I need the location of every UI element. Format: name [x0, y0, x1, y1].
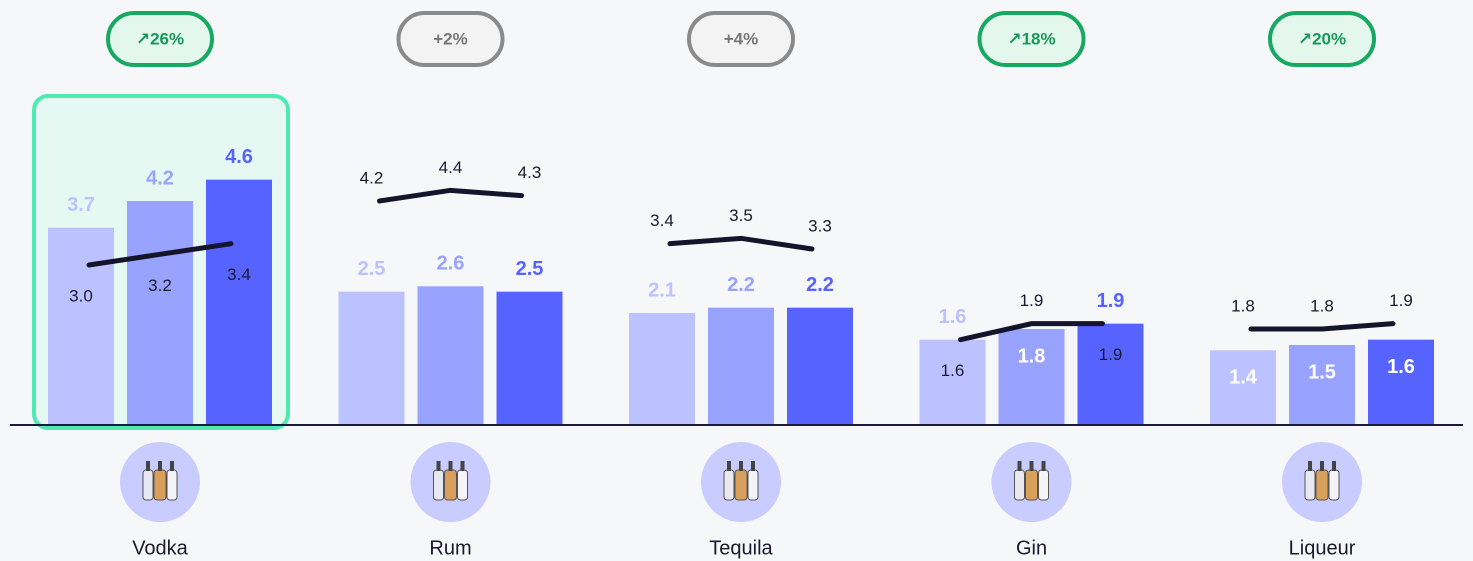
line-value-label: 1.8 — [1310, 296, 1334, 315]
change-label: ↗20% — [1298, 29, 1346, 48]
change-label: +4% — [724, 29, 759, 48]
line-value-label: 3.3 — [808, 216, 832, 235]
bar-value-label: 1.8 — [1018, 345, 1046, 367]
bottle-neck — [461, 461, 465, 471]
line — [1251, 324, 1393, 329]
bar — [339, 292, 405, 425]
category-label: Tequila — [709, 537, 773, 559]
change-label: ↗18% — [1007, 29, 1055, 48]
line-value-label: 1.9 — [1389, 291, 1413, 310]
bottle-neck — [1320, 461, 1324, 471]
line-value-label: 1.9 — [1099, 345, 1123, 364]
bottle-neck — [437, 461, 441, 471]
bottle-icon — [748, 470, 758, 500]
bottle-neck — [158, 461, 162, 471]
bottle-neck — [727, 461, 731, 471]
bottle-neck — [449, 461, 453, 471]
bar — [418, 286, 484, 425]
bottle-neck — [751, 461, 755, 471]
bar-value-label: 2.5 — [358, 258, 386, 280]
line-value-label: 1.8 — [1231, 296, 1255, 315]
bar-value-label: 1.9 — [1097, 290, 1125, 312]
line — [380, 190, 522, 201]
chart: ↗26% 3.7 3.0 4.2 3.2 4.6 3.4 Vodka +2% 2.5 4.2 2.6 4… — [0, 0, 1473, 561]
line-value-label: 3.2 — [148, 276, 172, 295]
bar-value-label: 1.6 — [1387, 356, 1415, 378]
bottle-icon — [434, 470, 444, 500]
bar — [708, 308, 774, 425]
line-value-label: 3.0 — [69, 286, 93, 305]
bar — [920, 340, 986, 425]
line-value-label: 4.2 — [360, 168, 384, 187]
change-label: +2% — [433, 29, 468, 48]
line-value-label: 3.5 — [729, 206, 753, 225]
bottle-icon — [1316, 470, 1328, 500]
bar — [1289, 345, 1355, 425]
bottle-neck — [146, 461, 150, 471]
bottle-neck — [1332, 461, 1336, 471]
bar-value-label: 2.5 — [516, 258, 544, 280]
bottle-icon — [167, 470, 177, 500]
bottle-icon — [445, 470, 457, 500]
bar — [629, 313, 695, 425]
category-label: Rum — [429, 537, 471, 559]
bottle-icon — [1026, 470, 1038, 500]
bar-value-label: 1.6 — [939, 306, 967, 328]
bottle-icon — [458, 470, 468, 500]
bar-value-label: 2.2 — [806, 274, 834, 296]
bar — [127, 201, 193, 425]
bottle-neck — [739, 461, 743, 471]
bar — [1078, 324, 1144, 425]
bar — [48, 228, 114, 425]
bar-value-label: 4.2 — [146, 167, 174, 189]
bottle-neck — [1042, 461, 1046, 471]
bottle-icon — [735, 470, 747, 500]
bar-value-label: 4.6 — [225, 146, 253, 168]
category-label: Gin — [1016, 537, 1047, 559]
line-value-label: 4.4 — [439, 158, 463, 177]
bottle-neck — [1018, 461, 1022, 471]
bar-value-label: 2.1 — [648, 279, 676, 301]
bottle-icon — [724, 470, 734, 500]
bottle-icon — [154, 470, 166, 500]
bottle-neck — [1308, 461, 1312, 471]
bottle-icon — [1039, 470, 1049, 500]
bar-value-label: 1.4 — [1229, 367, 1258, 389]
bar — [1368, 340, 1434, 425]
bottle-icon — [1015, 470, 1025, 500]
bottle-icon — [1329, 470, 1339, 500]
bar — [206, 180, 272, 425]
bar — [787, 308, 853, 425]
bar — [999, 329, 1065, 425]
line-value-label: 1.6 — [941, 361, 965, 380]
line-value-label: 3.4 — [650, 211, 674, 230]
bottle-neck — [170, 461, 174, 471]
change-label: ↗26% — [136, 29, 184, 48]
line-value-label: 3.4 — [227, 265, 251, 284]
bar — [497, 292, 563, 425]
bar-value-label: 2.2 — [727, 274, 755, 296]
bottle-icon — [1305, 470, 1315, 500]
bottle-icon — [143, 470, 153, 500]
line-value-label: 1.9 — [1020, 291, 1044, 310]
line — [670, 238, 812, 249]
line-value-label: 4.3 — [518, 163, 542, 182]
bar-value-label: 2.6 — [437, 253, 465, 275]
bar-value-label: 3.7 — [67, 194, 95, 216]
category-label: Liqueur — [1289, 537, 1356, 559]
bar-value-label: 1.5 — [1308, 361, 1336, 383]
category-label: Vodka — [132, 537, 188, 559]
bottle-neck — [1030, 461, 1034, 471]
